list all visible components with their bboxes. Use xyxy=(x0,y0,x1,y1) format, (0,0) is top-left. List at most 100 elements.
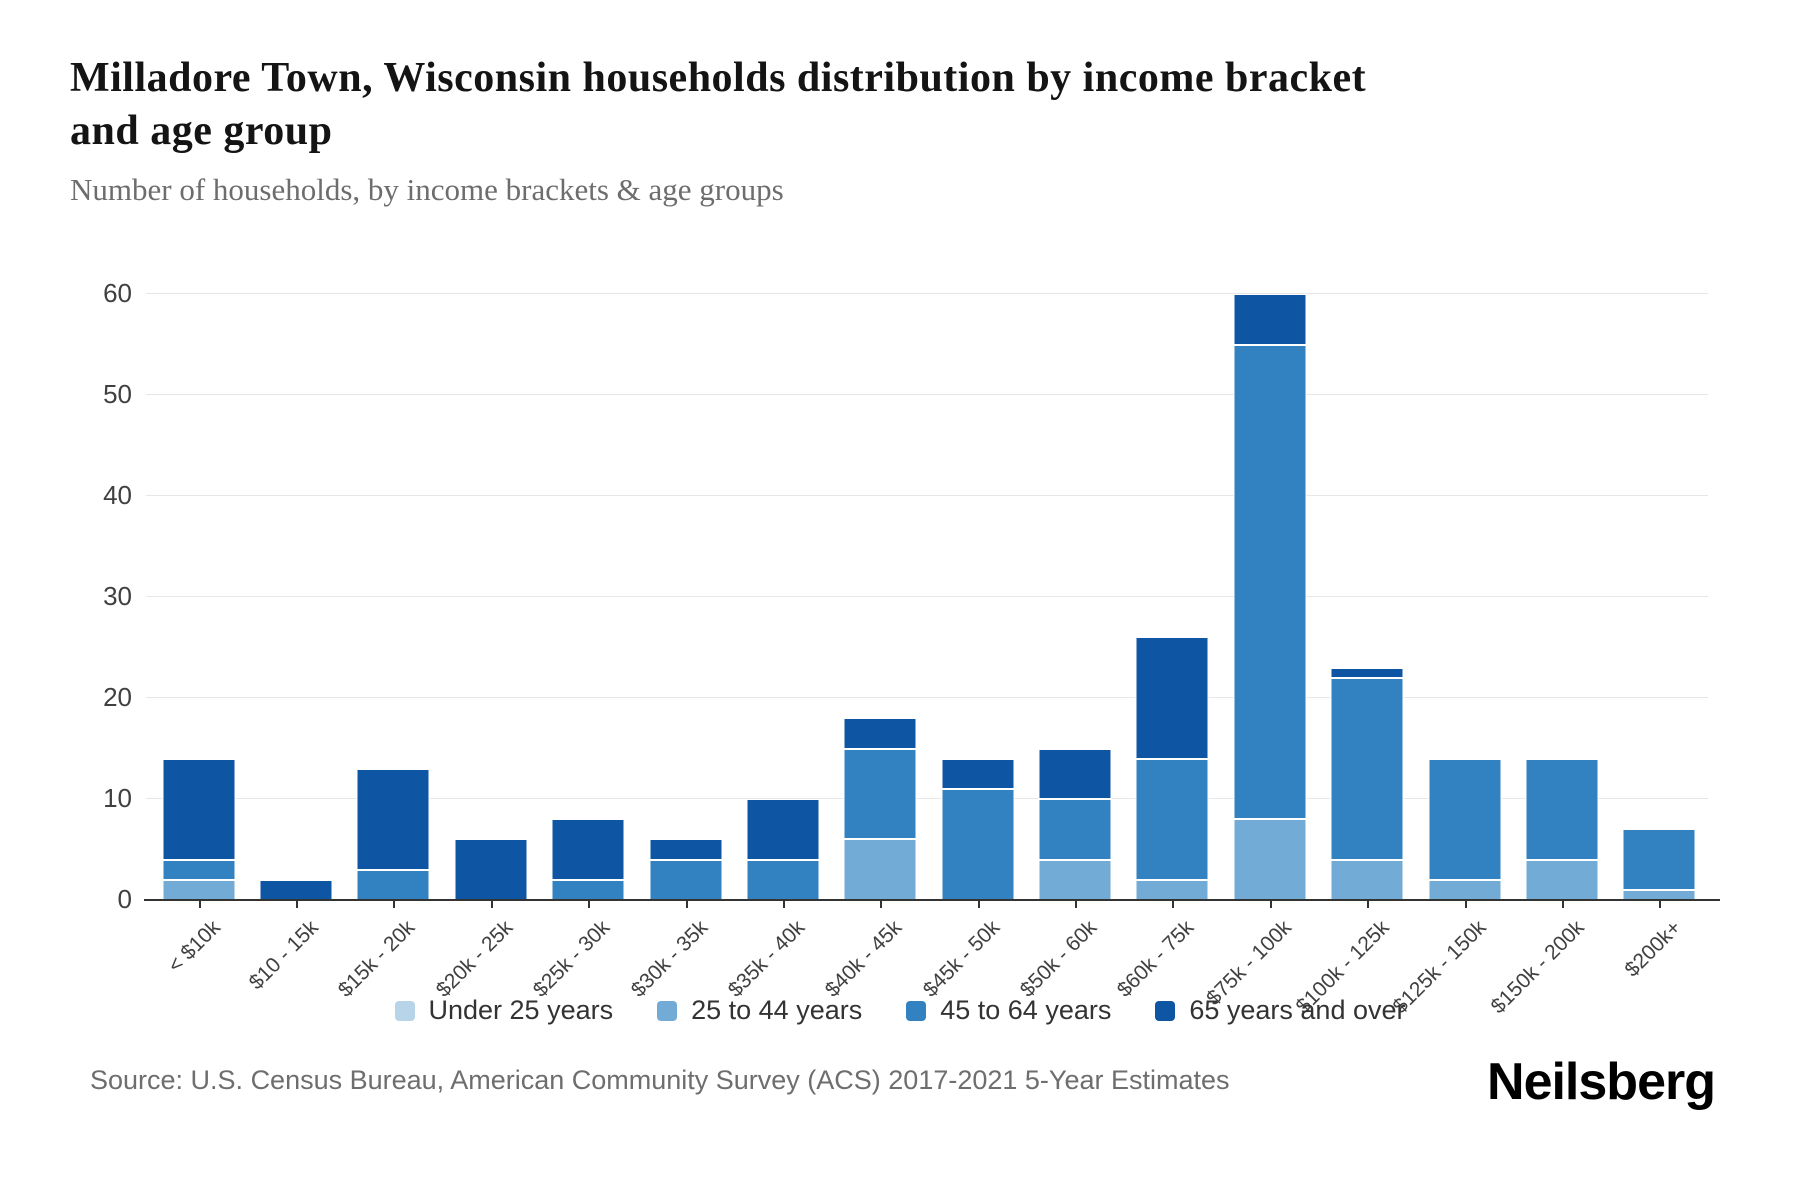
x-axis-label: $40k - 45k xyxy=(820,916,907,1002)
bar-segment[interactable] xyxy=(649,839,723,860)
bar-segment[interactable] xyxy=(1330,667,1404,678)
bar-segment[interactable] xyxy=(1330,677,1404,860)
x-axis-tick xyxy=(1659,901,1662,908)
bar-column-11 xyxy=(1135,637,1209,900)
bar-slot xyxy=(1319,294,1416,908)
x-axis-tick xyxy=(296,901,299,908)
bar-segment[interactable] xyxy=(1038,859,1112,900)
bar-segment[interactable] xyxy=(1233,294,1307,345)
bar-segment[interactable] xyxy=(1233,819,1307,900)
legend-swatch xyxy=(394,1000,415,1021)
bar-segment[interactable] xyxy=(649,859,723,900)
x-axis-tick xyxy=(490,901,493,908)
y-axis-label-0: 0 xyxy=(117,884,132,914)
bar-segment[interactable] xyxy=(1330,859,1404,900)
legend-item[interactable]: 25 to 44 years xyxy=(657,995,862,1026)
bar-slot xyxy=(1513,294,1610,908)
x-axis-tick xyxy=(198,901,201,908)
bar-column-7 xyxy=(746,799,820,900)
bar-segment[interactable] xyxy=(551,879,625,900)
bar-segment[interactable] xyxy=(843,718,917,749)
gridline-20 xyxy=(146,697,1708,698)
bar-segment[interactable] xyxy=(843,839,917,900)
plot-area: 0 10 20 30 40 50 60 < $10k $10 - 15k $15k - 20k $… xyxy=(103,278,1720,1018)
source-text: Source: U.S. Census Bureau, American Com… xyxy=(90,1065,1230,1095)
bar-segment[interactable] xyxy=(551,819,625,880)
bar-slot xyxy=(345,294,442,908)
bar-column-15 xyxy=(1525,758,1599,900)
bar-slot xyxy=(540,294,637,908)
legend-label: Under 25 years xyxy=(428,995,614,1025)
bar-column-14 xyxy=(1428,758,1502,900)
legend-item[interactable]: 65 years and over xyxy=(1155,995,1406,1026)
legend-item[interactable]: Under 25 years xyxy=(394,995,614,1026)
bar-segment[interactable] xyxy=(1135,758,1209,880)
bar-slot xyxy=(1124,294,1221,908)
x-axis-line xyxy=(144,899,1720,901)
bar-segment[interactable] xyxy=(843,748,917,840)
bar-segment[interactable] xyxy=(162,879,236,900)
bar-slot xyxy=(832,294,929,908)
bar-segment[interactable] xyxy=(259,879,333,900)
x-axis-tick xyxy=(393,901,396,908)
gridline-10 xyxy=(146,798,1708,799)
bar-segment[interactable] xyxy=(1038,799,1112,860)
bar-segment[interactable] xyxy=(1622,829,1696,890)
bar-column-5 xyxy=(551,819,625,900)
y-axis-label-40: 40 xyxy=(103,480,132,510)
y-axis-labels: 0 10 20 30 40 50 60 xyxy=(103,278,1708,914)
bar-segment[interactable] xyxy=(1135,637,1209,759)
bar-segment[interactable] xyxy=(746,799,820,860)
x-axis-label: $30k - 35k xyxy=(626,916,712,1002)
x-axis-tick xyxy=(1561,901,1564,908)
bar-segment[interactable] xyxy=(356,768,430,870)
bar-segment[interactable] xyxy=(162,859,236,880)
bar-segment[interactable] xyxy=(1428,758,1502,880)
bar-segment[interactable] xyxy=(1525,859,1599,900)
x-axis-label: $10 - 15k xyxy=(244,916,323,995)
brand-logo: Neilsberg xyxy=(1487,1053,1716,1111)
x-axis-tick xyxy=(1075,901,1078,908)
legend-label: 45 to 64 years xyxy=(940,995,1112,1025)
bar-segment[interactable] xyxy=(941,788,1015,900)
bar-segment[interactable] xyxy=(356,869,430,900)
bar-segment[interactable] xyxy=(162,758,236,860)
bar-segment[interactable] xyxy=(1428,879,1502,900)
x-axis-label: $200k+ xyxy=(1620,916,1686,982)
x-axis-label: $35k - 40k xyxy=(723,916,810,1002)
x-axis-tick xyxy=(588,901,591,908)
y-axis-label-10: 10 xyxy=(103,783,132,813)
bar-segment[interactable] xyxy=(1233,344,1307,820)
x-axis-tick xyxy=(1269,901,1272,908)
bar-segment[interactable] xyxy=(1038,748,1112,800)
bar-segment[interactable] xyxy=(1525,758,1599,860)
bar-segment[interactable] xyxy=(941,758,1015,789)
bar-slot xyxy=(734,294,831,908)
legend-label: 65 years and over xyxy=(1189,995,1406,1025)
x-axis-tick xyxy=(1464,901,1467,908)
bar-column-10 xyxy=(1038,748,1112,900)
y-axis-label-50: 50 xyxy=(103,379,132,409)
bar-slot xyxy=(929,294,1026,908)
bar-column-2 xyxy=(259,879,333,900)
y-axis-label-20: 20 xyxy=(103,682,132,712)
gridline-40 xyxy=(146,495,1708,496)
x-axis-tick xyxy=(1367,901,1370,908)
x-axis-label: $25k - 30k xyxy=(528,916,615,1002)
x-axis-tick xyxy=(782,901,785,908)
bar-column-12 xyxy=(1233,294,1307,900)
bar-slot xyxy=(1611,294,1708,908)
bar-slot xyxy=(150,294,247,908)
legend-swatch xyxy=(657,1000,678,1021)
legend-item[interactable]: 45 to 64 years xyxy=(906,995,1111,1026)
gridline-30 xyxy=(146,596,1708,597)
bar-segment[interactable] xyxy=(454,839,528,900)
bar-slot xyxy=(247,294,344,908)
bar-columns xyxy=(150,294,1708,908)
bar-column-13 xyxy=(1330,667,1404,900)
bar-slot xyxy=(442,294,539,908)
bar-segment[interactable] xyxy=(746,859,820,900)
x-axis-labels: < $10k $10 - 15k $15k - 20k $20k - 25k $25k … xyxy=(150,900,1708,1018)
bar-segment[interactable] xyxy=(1135,879,1209,900)
chart-title: Milladore Town, Wisconsin households dis… xyxy=(70,55,1367,154)
